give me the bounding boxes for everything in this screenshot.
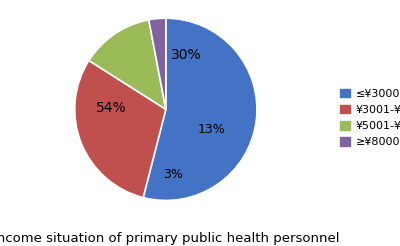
Wedge shape (149, 18, 166, 109)
Wedge shape (89, 20, 166, 109)
Text: 3%: 3% (163, 169, 183, 182)
Text: 30%: 30% (170, 48, 201, 62)
Text: 54%: 54% (96, 101, 126, 114)
Wedge shape (143, 18, 257, 200)
Legend: ≤¥3000, ¥3001-¥5000, ¥5001-¥8000, ≥¥8000: ≤¥3000, ¥3001-¥5000, ¥5001-¥8000, ≥¥8000 (338, 86, 400, 150)
Text: 13%: 13% (198, 123, 225, 136)
Wedge shape (75, 61, 166, 198)
Text: Income situation of primary public health personnel: Income situation of primary public healt… (0, 232, 339, 245)
